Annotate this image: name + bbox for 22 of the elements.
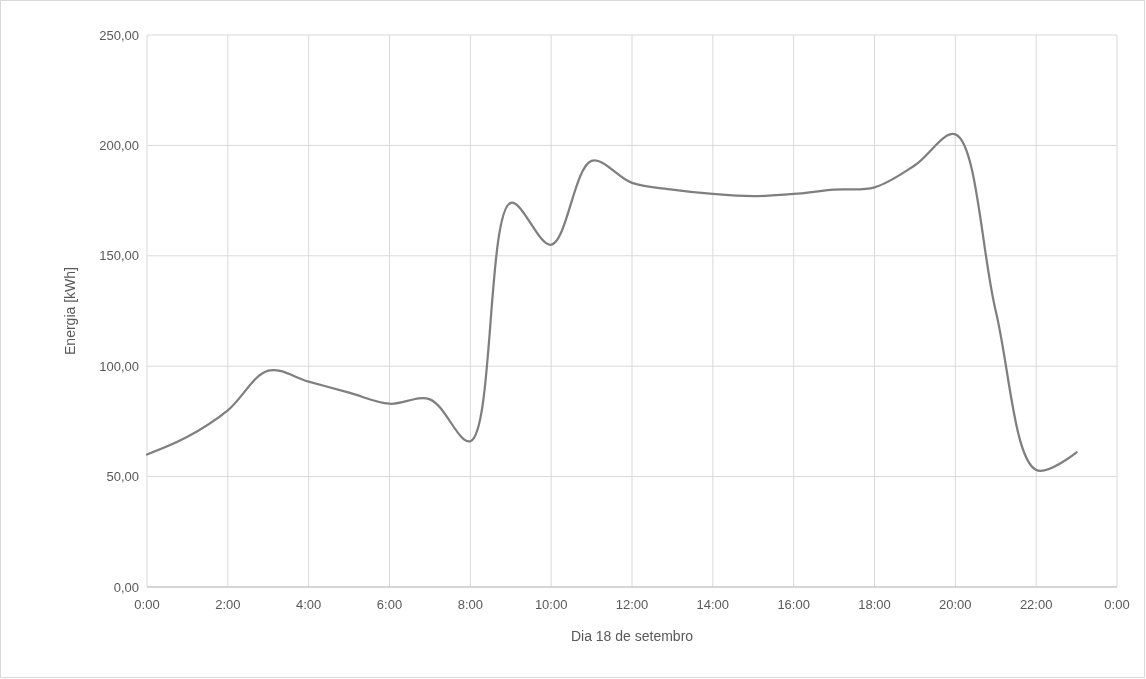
x-tick-label: 22:00 xyxy=(1019,597,1053,612)
x-tick-label: 12:00 xyxy=(615,597,649,612)
x-tick-label: 8:00 xyxy=(457,597,483,612)
x-axis-title: Dia 18 de setembro xyxy=(570,628,694,644)
x-tick-label: 6:00 xyxy=(376,597,403,612)
x-tick-label: 14:00 xyxy=(696,597,730,612)
y-tick-label: 250,00 xyxy=(99,27,139,43)
x-tick-label: 0:00 xyxy=(1104,597,1130,612)
x-tick-label: 4:00 xyxy=(296,597,322,612)
x-tick-label: 0:00 xyxy=(134,597,160,612)
y-tick-label: 50,00 xyxy=(106,469,139,485)
x-tick-label: 10:00 xyxy=(534,597,568,612)
x-tick-label: 2:00 xyxy=(215,597,241,612)
y-tick-label: 150,00 xyxy=(99,248,139,264)
y-tick-label: 200,00 xyxy=(99,137,139,153)
x-tick-label: 16:00 xyxy=(777,597,810,612)
x-tick-label: 20:00 xyxy=(939,597,972,612)
x-tick-label: 18:00 xyxy=(858,597,891,612)
line-series xyxy=(145,133,1078,472)
y-tick-label: 0,00 xyxy=(113,579,139,595)
y-axis-title: Energia [kWh] xyxy=(62,267,78,355)
y-tick-label: 100,00 xyxy=(99,358,139,374)
